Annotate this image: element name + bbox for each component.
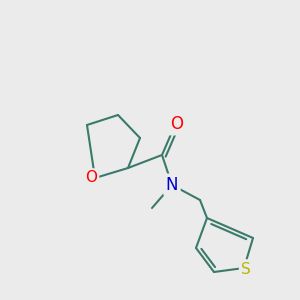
- Text: O: O: [85, 170, 97, 185]
- Text: N: N: [166, 176, 178, 194]
- Text: S: S: [241, 262, 251, 277]
- Text: O: O: [170, 115, 184, 133]
